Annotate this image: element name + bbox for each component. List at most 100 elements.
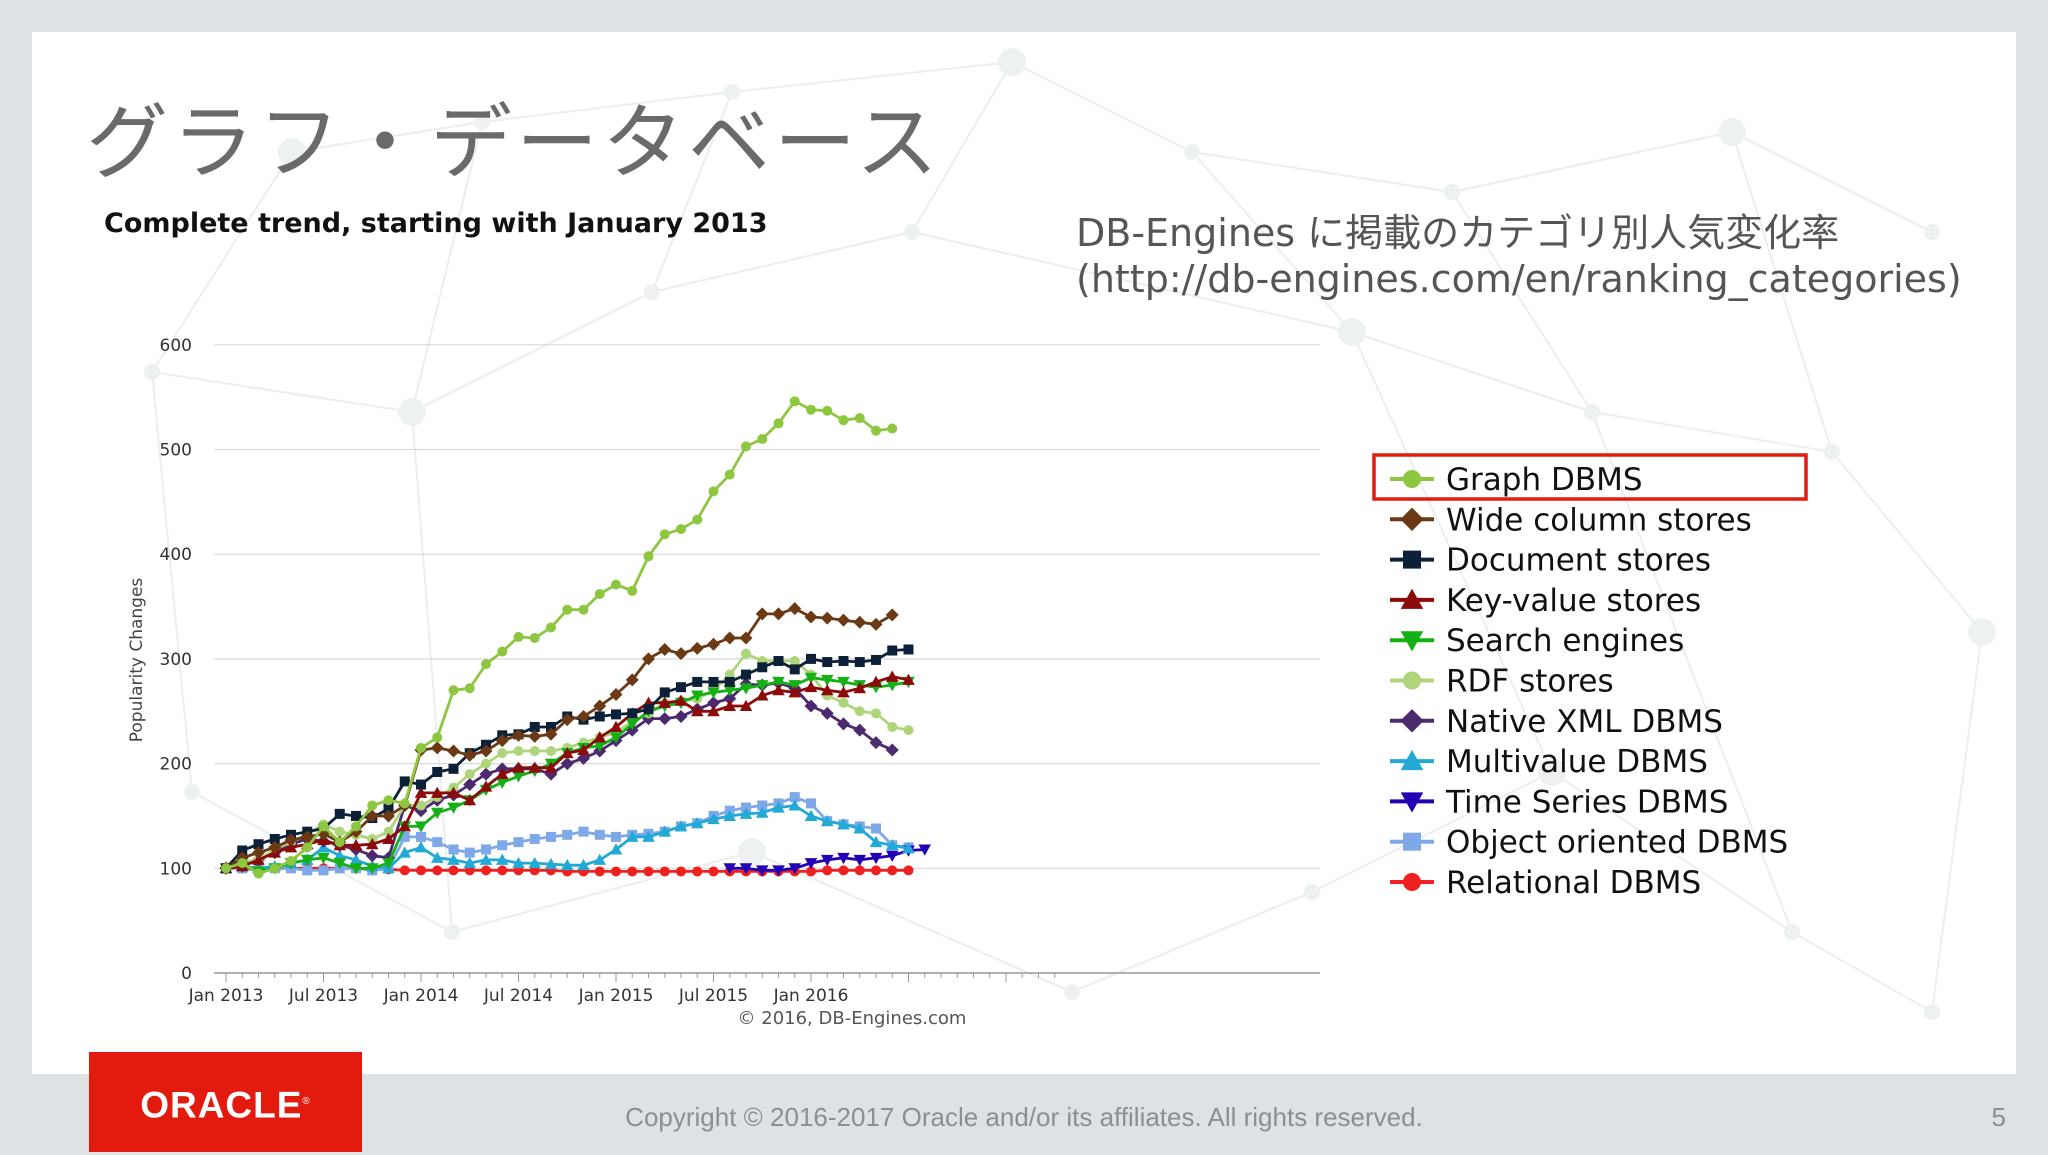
- data-point-multivalue-dbms: [756, 806, 769, 818]
- data-point-search-engines: [593, 740, 606, 753]
- data-point-graph-dbms: [822, 405, 833, 416]
- legend-item-document-stores: Document stores: [1390, 543, 1711, 579]
- data-point-wide-column-stores: [252, 846, 265, 860]
- bg-node: [444, 924, 460, 940]
- data-point-object-oriented-dbms: [806, 798, 816, 809]
- y-tick-label: 500: [160, 441, 192, 461]
- data-point-object-oriented-dbms: [562, 829, 573, 840]
- data-point-rdf-stores: [464, 769, 475, 780]
- data-point-wide-column-stores: [268, 840, 282, 854]
- data-point-wide-column-stores: [609, 687, 623, 701]
- bg-node: [1824, 444, 1840, 460]
- slide-title: グラフ・データベース: [86, 96, 942, 191]
- chart-axes: 0 100 200 300 400 500 600 Jan 2013 Jul 2013 Jan 2…: [160, 336, 1320, 1006]
- bg-node: [144, 364, 160, 380]
- data-point-relational-dbms: [416, 865, 426, 876]
- data-point-rdf-stores: [334, 826, 345, 837]
- data-point-rdf-stores: [871, 708, 881, 719]
- bg-link: [411, 121, 483, 413]
- data-point-native-xml-dbms: [674, 709, 688, 723]
- data-point-wide-column-stores: [365, 809, 379, 823]
- data-point-multivalue-dbms: [447, 853, 460, 865]
- bg-link: [1791, 931, 1933, 1013]
- data-point-multivalue-dbms: [398, 846, 411, 858]
- data-point-wide-column-stores: [284, 833, 298, 847]
- legend-swatch-marker: [1403, 832, 1421, 851]
- data-point-graph-dbms: [383, 795, 394, 806]
- page-number: 5: [1991, 1102, 2006, 1132]
- data-point-multivalue-dbms: [837, 818, 850, 830]
- data-point-native-xml-dbms: [804, 699, 818, 713]
- y-axis-label: Popularity Changes: [127, 578, 147, 743]
- data-point-search-engines: [772, 676, 785, 689]
- bg-link: [1191, 151, 1453, 193]
- data-point-graph-dbms: [594, 588, 605, 599]
- data-point-graph-dbms: [481, 659, 491, 670]
- data-point-wide-column-stores: [560, 713, 574, 727]
- data-point-wide-column-stores: [674, 647, 688, 661]
- registered-mark: ®: [302, 1096, 311, 1107]
- data-point-multivalue-dbms: [512, 856, 525, 869]
- data-point-multivalue-dbms: [886, 839, 899, 851]
- data-point-wide-column-stores: [528, 729, 542, 743]
- data-point-native-xml-dbms: [853, 723, 867, 737]
- data-point-document-stores: [351, 810, 361, 821]
- data-point-rdf-stores: [887, 721, 898, 732]
- bg-node: [184, 784, 200, 800]
- x-tick-label: Jan 2015: [578, 986, 654, 1006]
- data-point-object-oriented-dbms: [318, 865, 329, 876]
- data-point-graph-dbms: [854, 413, 865, 424]
- data-point-native-xml-dbms: [658, 712, 672, 726]
- data-point-time-series-dbms: [837, 852, 850, 865]
- data-point-key-value-stores: [431, 786, 444, 798]
- data-point-document-stores: [692, 676, 703, 687]
- bg-link: [1551, 771, 1793, 933]
- data-point-document-stores: [448, 763, 459, 774]
- data-point-relational-dbms: [497, 865, 508, 876]
- data-point-graph-dbms: [432, 732, 443, 743]
- data-point-key-value-stores: [691, 705, 704, 717]
- legend-item-multivalue-dbms: Multivalue DBMS: [1390, 744, 1708, 780]
- data-point-rdf-stores: [903, 725, 914, 736]
- legend-label: Native XML DBMS: [1446, 704, 1723, 740]
- data-point-graph-dbms: [221, 863, 231, 874]
- legend-label: Document stores: [1446, 543, 1711, 579]
- oracle-logo: ORACLE®: [89, 1052, 362, 1152]
- data-point-time-series-dbms: [804, 858, 818, 870]
- data-point-document-stores: [643, 704, 654, 715]
- bg-link: [1931, 631, 1983, 1013]
- bg-link: [481, 91, 733, 123]
- data-point-search-engines: [837, 676, 850, 689]
- data-point-search-engines: [707, 687, 720, 699]
- data-point-key-value-stores: [512, 761, 525, 773]
- data-point-key-value-stores: [772, 684, 785, 696]
- data-point-wide-column-stores: [495, 734, 509, 748]
- bg-link: [751, 851, 1073, 993]
- bg-node: [1064, 984, 1080, 1000]
- data-point-object-oriented-dbms: [789, 792, 800, 803]
- bg-link: [911, 61, 1013, 233]
- source-note: DB-Engines に掲載のカテゴリ別人気変化率 (http://db-eng…: [1076, 210, 2016, 302]
- data-point-key-value-stores: [414, 786, 428, 798]
- bg-link: [1831, 451, 1983, 633]
- data-point-wide-column-stores: [300, 830, 314, 844]
- data-point-key-value-stores: [869, 675, 883, 687]
- bg-link: [1451, 191, 1593, 413]
- copyright-notice: Copyright © 2016-2017 Oracle and/or its …: [625, 1102, 1423, 1132]
- data-point-graph-dbms: [562, 604, 573, 615]
- chart-series: [219, 396, 931, 879]
- data-point-relational-dbms: [432, 865, 443, 876]
- data-point-document-stores: [627, 708, 638, 719]
- data-point-multivalue-dbms: [479, 853, 493, 865]
- data-point-key-value-stores: [837, 686, 850, 698]
- data-point-relational-dbms: [399, 865, 410, 876]
- data-point-key-value-stores: [528, 761, 541, 773]
- data-point-multivalue-dbms: [691, 817, 704, 829]
- data-point-key-value-stores: [658, 696, 671, 708]
- data-point-wide-column-stores: [853, 615, 867, 629]
- data-point-wide-column-stores: [544, 727, 558, 741]
- bg-link: [1011, 61, 1193, 153]
- data-point-multivalue-dbms: [528, 856, 541, 869]
- data-point-native-xml-dbms: [837, 717, 850, 731]
- data-point-key-value-stores: [479, 780, 493, 792]
